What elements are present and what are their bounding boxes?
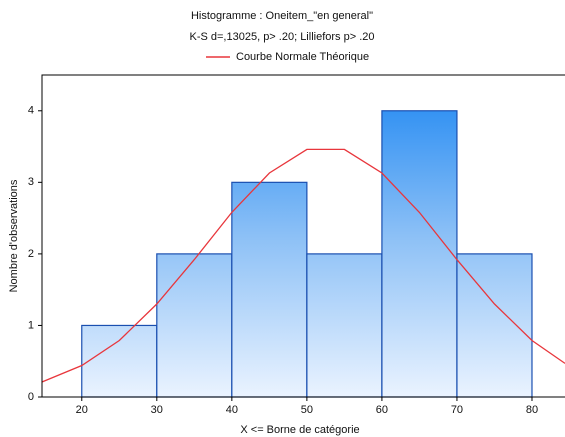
x-tick-label: 30 — [151, 404, 163, 416]
y-tick-label: 4 — [28, 105, 34, 117]
normal-curve — [42, 148, 565, 383]
bar — [381, 110, 458, 398]
y-tick-label: 0 — [28, 391, 34, 403]
y-tick-label: 2 — [28, 248, 34, 260]
x-tick-label: 80 — [526, 404, 538, 416]
legend-label: Courbe Normale Théorique — [236, 51, 369, 63]
x-tick-label: 20 — [76, 404, 88, 416]
chart-subtitle: K-S d=,13025, p> .20; Lilliefors p> .20 — [190, 31, 375, 43]
chart-title: Histogramme : Oneitem_"en general" — [191, 10, 373, 22]
y-tick-label: 1 — [28, 319, 34, 331]
x-tick-label: 70 — [451, 404, 463, 416]
bar — [81, 324, 158, 398]
x-tick-label: 60 — [376, 404, 388, 416]
axes-frame — [41, 74, 565, 398]
x-tick-label: 50 — [301, 404, 313, 416]
bar — [306, 253, 383, 398]
y-axis-label: Nombre d'observations — [8, 179, 20, 292]
bar — [156, 253, 233, 398]
y-tick-label: 3 — [28, 176, 34, 188]
x-axis-label: X <= Borne de catégorie — [240, 424, 359, 436]
x-tick-label: 40 — [226, 404, 238, 416]
bar — [231, 181, 308, 398]
bar — [456, 253, 533, 398]
